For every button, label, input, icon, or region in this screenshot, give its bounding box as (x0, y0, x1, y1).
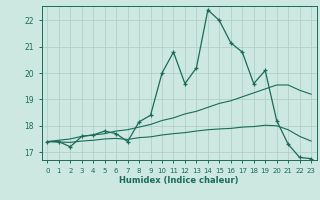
X-axis label: Humidex (Indice chaleur): Humidex (Indice chaleur) (119, 176, 239, 185)
